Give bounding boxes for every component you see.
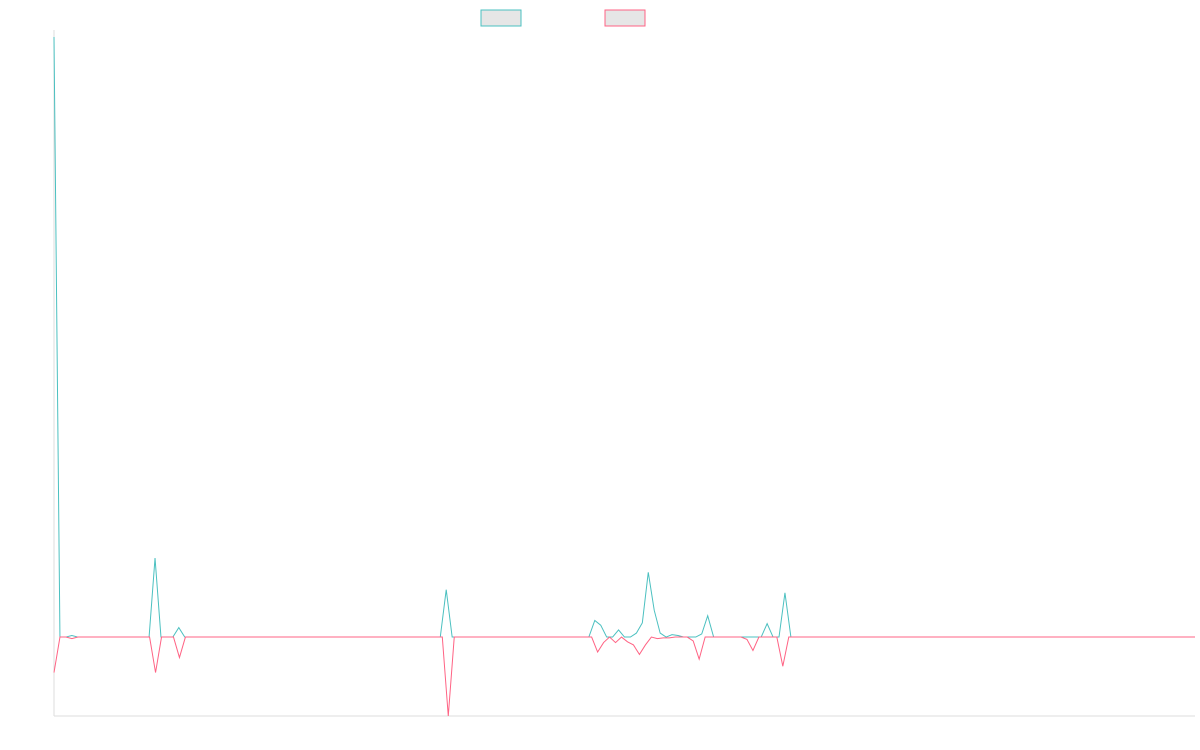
- legend-swatch-1[interactable]: [480, 9, 522, 27]
- series-layer: [53, 36, 1195, 717]
- legend-swatch-2[interactable]: [604, 9, 646, 27]
- series-line-2: [53, 636, 1195, 717]
- chart-legend: [480, 9, 646, 27]
- series-line-1: [53, 36, 1195, 638]
